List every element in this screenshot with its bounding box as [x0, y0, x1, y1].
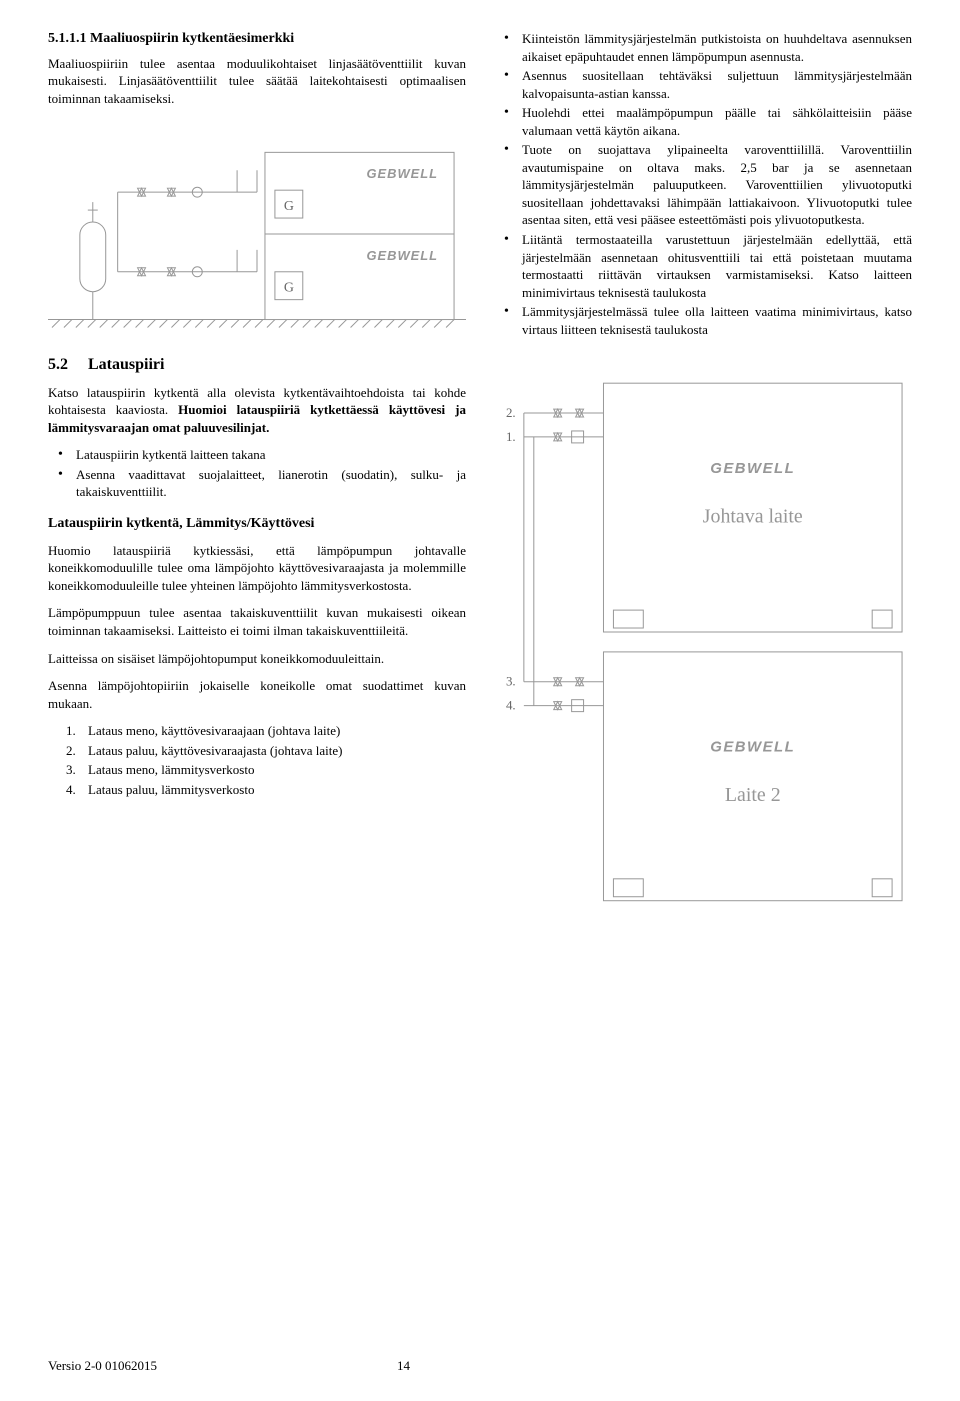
list-item: Liitäntä termostaateilla varustettuun jä…: [494, 231, 912, 301]
section-5111-heading: 5.1.1.1 Maaliuospiirin kytkentäesimerkki: [48, 30, 466, 49]
list-item: Asennus suositellaan tehtäväksi suljettu…: [494, 67, 912, 102]
brand-label-1: GEBWELL: [366, 166, 438, 181]
g-label-1: G: [284, 199, 294, 214]
list-item: Lataus paluu, käyttövesivaraajasta (joht…: [48, 742, 466, 760]
list-item: Lataus meno, lämmitysverkosto: [48, 761, 466, 779]
paragraph: Maaliuospiiriin tulee asentaa moduulikoh…: [48, 55, 466, 108]
paragraph: Katso latauspiirin kytkentä alla olevist…: [48, 384, 466, 437]
brand-label-unit2: GEBWELL: [710, 739, 795, 756]
list-item: Kiinteistön lämmitysjärjestelmän putkist…: [494, 30, 912, 65]
paragraph: Asenna lämpöjohtopiiriin jokaiselle kone…: [48, 677, 466, 712]
diagram-latauspiiri: 2. 1. 3. 4. GEBWELL Johtava laite GEBWEL…: [494, 352, 912, 917]
numbered-list: Lataus meno, käyttövesivaraajaan (johtav…: [48, 722, 466, 798]
list-item: Lataus meno, käyttövesivaraajaan (johtav…: [48, 722, 466, 740]
pipe-label-3: 3.: [506, 674, 516, 689]
section-52-heading: 5.2 Latauspiiri: [48, 354, 466, 376]
right-column: Kiinteistön lämmitysjärjestelmän putkist…: [494, 30, 912, 927]
pipe-label-4: 4.: [506, 698, 516, 713]
section-number: 5.1.1.1: [48, 31, 87, 46]
unit1-label: Johtava laite: [703, 506, 803, 528]
section-number: 5.2: [48, 356, 68, 373]
list-item: Tuote on suojattava ylipaineelta varoven…: [494, 141, 912, 229]
left-column: 5.1.1.1 Maaliuospiirin kytkentäesimerkki…: [48, 30, 466, 927]
unit2-label: Laite 2: [725, 784, 781, 806]
paragraph: Laitteissa on sisäiset lämpöjohtopumput …: [48, 650, 466, 668]
paragraph: Lämpöpumppuun tulee asentaa takaiskuvent…: [48, 604, 466, 639]
subsection-heading: Latauspiirin kytkentä, Lämmitys/Käyttöve…: [48, 515, 466, 534]
g-label-2: G: [284, 280, 294, 295]
section-title: Latauspiiri: [88, 356, 164, 373]
brand-label-2: GEBWELL: [366, 247, 438, 262]
pipe-label-1: 1.: [506, 429, 516, 444]
list-item: Asenna vaadittavat suojalaitteet, lianer…: [48, 466, 466, 501]
page-footer: Versio 2-0 01062015 14: [48, 1357, 912, 1375]
section-title: Maaliuospiirin kytkentäesimerkki: [90, 31, 294, 46]
bullet-list: Latauspiirin kytkentä laitteen takana As…: [48, 446, 466, 501]
diagram-maaliuospiiri: G G GEBWELL GEBWELL: [48, 122, 466, 337]
page-number: 14: [397, 1357, 410, 1375]
pipe-label-2: 2.: [506, 405, 516, 420]
list-item: Lämmitysjärjestelmässä tulee olla laitte…: [494, 303, 912, 338]
list-item: Lataus paluu, lämmitysverkosto: [48, 781, 466, 799]
version-text: Versio 2-0 01062015: [48, 1357, 157, 1375]
brand-label-unit1: GEBWELL: [710, 460, 795, 477]
paragraph: Huomio latauspiiriä kytkiessäsi, että lä…: [48, 542, 466, 595]
bullet-list: Kiinteistön lämmitysjärjestelmän putkist…: [494, 30, 912, 338]
list-item: Latauspiirin kytkentä laitteen takana: [48, 446, 466, 464]
list-item: Huolehdi ettei maalämpöpumpun päälle tai…: [494, 104, 912, 139]
